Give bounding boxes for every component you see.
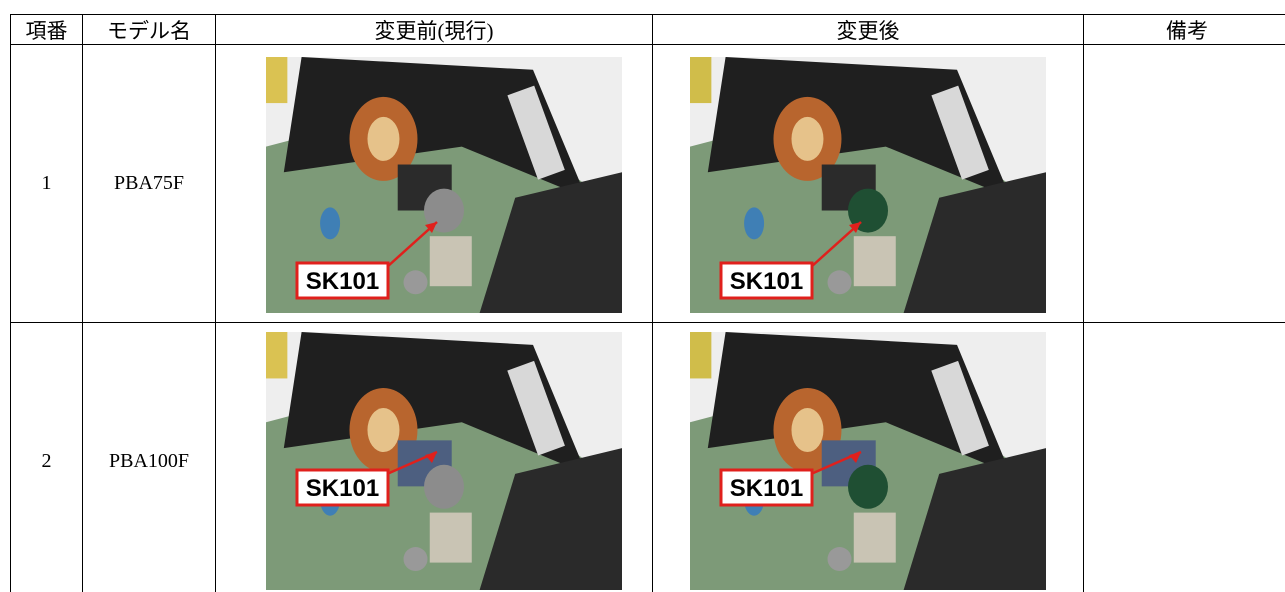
table-cell: 1 (10, 44, 82, 322)
photo: SK101 (690, 57, 1046, 313)
table-cell-text: PBA100F (108, 450, 190, 472)
header-cell-text: モデル名 (107, 18, 191, 43)
photo-cell (215, 44, 652, 322)
header-cell-text: 変更後 (836, 18, 900, 43)
photo: SK101 (690, 332, 1046, 590)
header-cell: モデル名 (82, 14, 215, 44)
photo-label: SK101 (730, 475, 803, 502)
table-cell-text: 2 (41, 450, 52, 472)
table-cell: PBA100F (82, 322, 215, 592)
header-cell-text: 項番 (25, 18, 68, 43)
table-cell: 2 (10, 322, 82, 592)
photo: SK101 (266, 332, 622, 590)
photo-cell (652, 322, 1083, 592)
header-cell: 備考 (1083, 14, 1285, 44)
header-cell-text: 備考 (1166, 18, 1208, 43)
note-cell (1083, 44, 1285, 322)
photo: SK101 (266, 57, 622, 313)
table-cell-text: PBA75F (113, 172, 185, 194)
table-cell: PBA75F (82, 44, 215, 322)
photo-label: SK101 (306, 475, 379, 502)
header-cell: 項番 (10, 14, 82, 44)
photo-label: SK101 (306, 268, 379, 295)
photo-label: SK101 (730, 268, 803, 295)
header-cell: 変更後 (652, 14, 1083, 44)
photo-cell (215, 322, 652, 592)
note-cell (1083, 322, 1285, 592)
header-cell: 変更前(現行) (215, 14, 652, 44)
table-cell-text: 1 (41, 172, 52, 194)
photo-cell (652, 44, 1083, 322)
header-cell-text: 変更前(現行) (374, 18, 494, 43)
